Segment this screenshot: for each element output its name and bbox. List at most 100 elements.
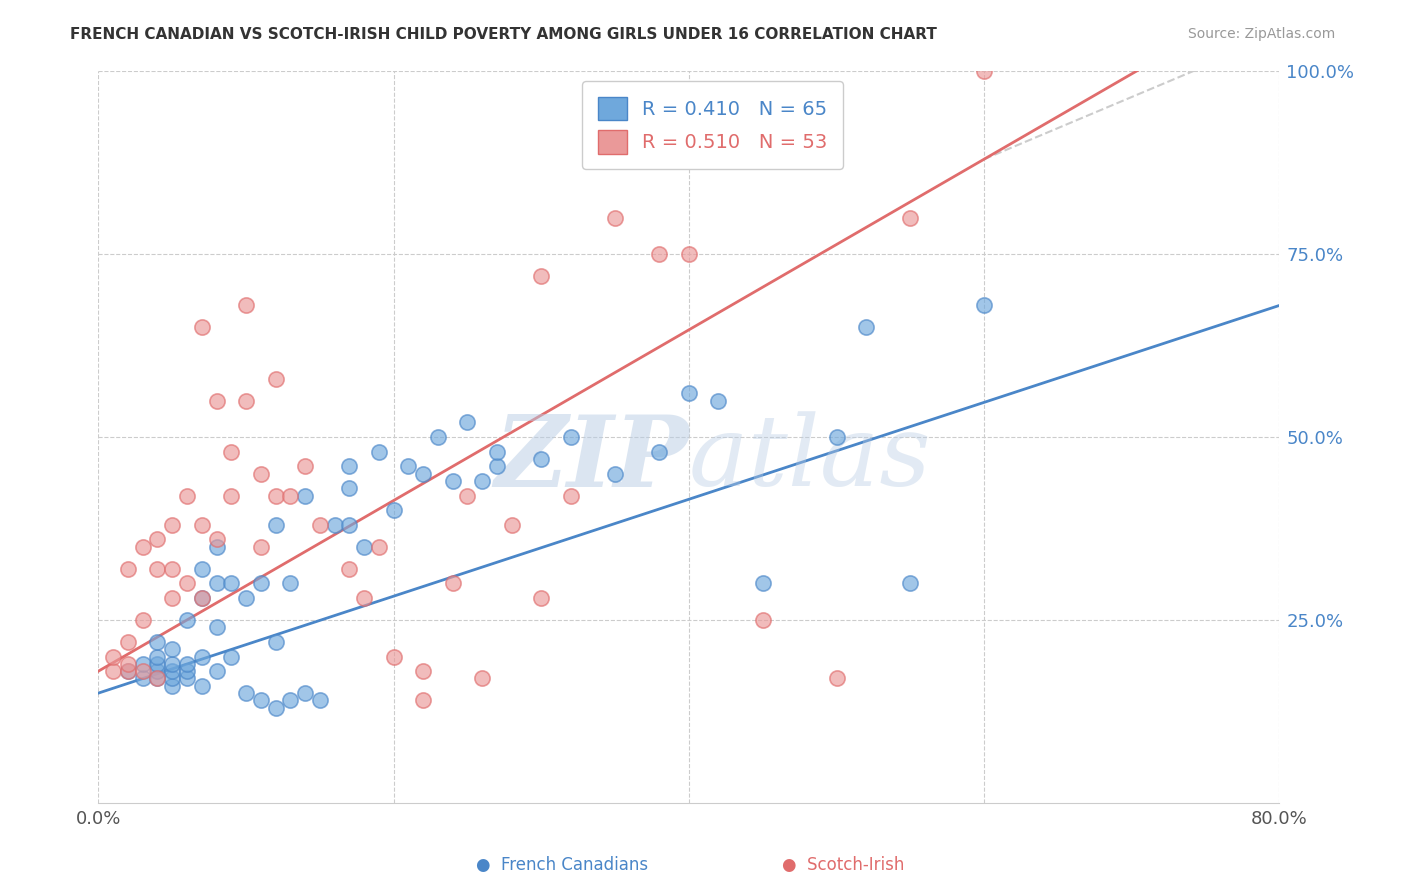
Scotch-Irish	[132, 664, 155, 678]
Scotch-Irish	[117, 657, 139, 671]
Text: atlas: atlas	[689, 411, 932, 507]
French Canadians	[191, 591, 214, 605]
French Canadians	[162, 642, 183, 657]
Scotch-Irish	[162, 517, 183, 532]
French Canadians	[294, 489, 316, 503]
French Canadians	[427, 430, 450, 444]
Text: ZIP: ZIP	[494, 411, 689, 508]
Scotch-Irish	[176, 576, 198, 591]
French Canadians	[900, 576, 922, 591]
Scotch-Irish	[382, 649, 405, 664]
French Canadians	[309, 693, 332, 707]
French Canadians	[456, 416, 478, 430]
Scotch-Irish	[530, 269, 553, 284]
French Canadians	[353, 540, 375, 554]
Scotch-Irish	[250, 540, 273, 554]
Scotch-Irish	[294, 459, 316, 474]
Scotch-Irish	[264, 371, 287, 385]
French Canadians	[560, 430, 582, 444]
Scotch-Irish	[205, 393, 228, 408]
French Canadians	[441, 474, 464, 488]
Scotch-Irish	[412, 693, 434, 707]
French Canadians	[191, 679, 214, 693]
Scotch-Irish	[339, 562, 360, 576]
Scotch-Irish	[441, 576, 464, 591]
Scotch-Irish	[219, 444, 242, 458]
French Canadians	[368, 444, 391, 458]
French Canadians	[250, 693, 273, 707]
Scotch-Irish	[900, 211, 922, 225]
Scotch-Irish	[825, 672, 848, 686]
Text: ●  Scotch-Irish: ● Scotch-Irish	[782, 856, 905, 874]
French Canadians	[146, 635, 169, 649]
French Canadians	[264, 517, 287, 532]
Scotch-Irish	[132, 540, 155, 554]
Scotch-Irish	[146, 562, 169, 576]
Scotch-Irish	[117, 635, 139, 649]
Scotch-Irish	[471, 672, 494, 686]
French Canadians	[132, 657, 155, 671]
Scotch-Irish	[205, 533, 228, 547]
French Canadians	[605, 467, 627, 481]
French Canadians	[855, 320, 877, 334]
French Canadians	[162, 664, 183, 678]
Scotch-Irish	[751, 613, 773, 627]
Scotch-Irish	[530, 591, 553, 605]
French Canadians	[678, 386, 700, 401]
Scotch-Irish	[162, 591, 183, 605]
Scotch-Irish	[264, 489, 287, 503]
French Canadians	[219, 649, 242, 664]
Scotch-Irish	[456, 489, 478, 503]
French Canadians	[176, 613, 198, 627]
Scotch-Irish	[278, 489, 302, 503]
Scotch-Irish	[191, 591, 214, 605]
French Canadians	[264, 635, 287, 649]
Scotch-Irish	[309, 517, 332, 532]
French Canadians	[530, 452, 553, 467]
French Canadians	[294, 686, 316, 700]
Scotch-Irish	[146, 672, 169, 686]
Scotch-Irish	[973, 64, 995, 78]
French Canadians	[751, 576, 773, 591]
French Canadians	[323, 517, 346, 532]
French Canadians	[162, 672, 183, 686]
French Canadians	[250, 576, 273, 591]
French Canadians	[486, 444, 509, 458]
French Canadians	[278, 693, 302, 707]
Scotch-Irish	[162, 562, 183, 576]
Scotch-Irish	[501, 517, 523, 532]
French Canadians	[191, 562, 214, 576]
French Canadians	[707, 393, 730, 408]
Scotch-Irish	[103, 649, 125, 664]
Scotch-Irish	[132, 613, 155, 627]
French Canadians	[339, 481, 360, 495]
French Canadians	[146, 649, 169, 664]
French Canadians	[132, 672, 155, 686]
French Canadians	[205, 620, 228, 634]
French Canadians	[382, 503, 405, 517]
Scotch-Irish	[235, 393, 257, 408]
French Canadians	[176, 664, 198, 678]
Text: ●  French Canadians: ● French Canadians	[477, 856, 648, 874]
French Canadians	[339, 517, 360, 532]
Scotch-Irish	[353, 591, 375, 605]
French Canadians	[191, 649, 214, 664]
Scotch-Irish	[191, 320, 214, 334]
French Canadians	[205, 540, 228, 554]
French Canadians	[235, 591, 257, 605]
Scotch-Irish	[117, 562, 139, 576]
French Canadians	[412, 467, 434, 481]
Scotch-Irish	[103, 664, 125, 678]
French Canadians	[486, 459, 509, 474]
French Canadians	[278, 576, 302, 591]
Scotch-Irish	[117, 664, 139, 678]
Scotch-Irish	[191, 517, 214, 532]
French Canadians	[146, 664, 169, 678]
Scotch-Irish	[146, 533, 169, 547]
French Canadians	[176, 657, 198, 671]
French Canadians	[146, 672, 169, 686]
French Canadians	[162, 657, 183, 671]
Scotch-Irish	[250, 467, 273, 481]
Legend: R = 0.410   N = 65, R = 0.510   N = 53: R = 0.410 N = 65, R = 0.510 N = 53	[582, 81, 844, 169]
French Canadians	[176, 672, 198, 686]
